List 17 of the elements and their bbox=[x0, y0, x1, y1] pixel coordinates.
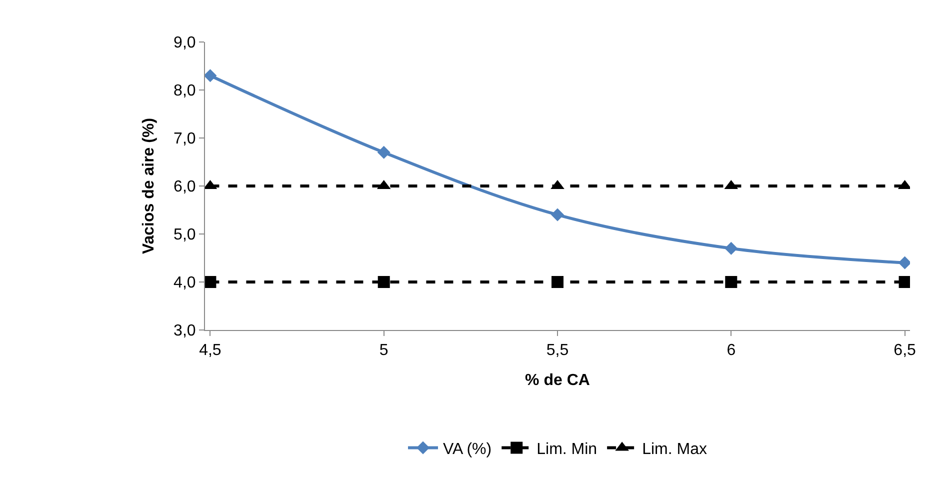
y-tick-label: 5,0 bbox=[174, 226, 196, 244]
y-tick-label: 3,0 bbox=[174, 322, 196, 340]
x-tick-label: 5 bbox=[379, 342, 388, 360]
legend-label: Lim. Max bbox=[642, 440, 707, 458]
y-tick-label: 9,0 bbox=[174, 34, 196, 52]
y-tick-label: 7,0 bbox=[174, 130, 196, 148]
y-tick-label: 8,0 bbox=[174, 82, 196, 100]
y-tick-label: 6,0 bbox=[174, 178, 196, 196]
y-tick-label: 4,0 bbox=[174, 274, 196, 292]
x-tick-label: 5,5 bbox=[546, 342, 569, 360]
x-tick-label: 6 bbox=[726, 342, 736, 360]
y-axis-title: Vacios de aire (%) bbox=[140, 118, 158, 254]
legend-label: VA (%) bbox=[443, 440, 492, 458]
x-axis-title: % de CA bbox=[525, 372, 590, 389]
legend-label: Lim. Min bbox=[536, 440, 598, 458]
x-tick-label: 4,5 bbox=[199, 342, 222, 360]
x-tick-label: 6,5 bbox=[894, 342, 916, 360]
